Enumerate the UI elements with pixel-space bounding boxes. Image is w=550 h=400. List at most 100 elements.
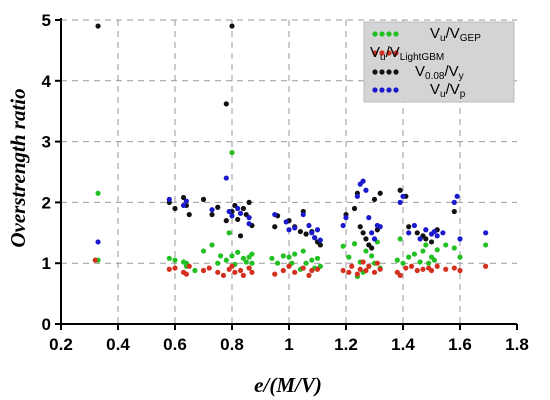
data-point	[280, 267, 286, 274]
data-point	[240, 255, 246, 261]
data-point	[423, 242, 429, 248]
legend-marker	[386, 31, 392, 37]
data-point	[246, 199, 252, 205]
data-point	[309, 257, 315, 263]
data-point	[237, 267, 244, 274]
data-point	[246, 265, 252, 271]
data-point	[303, 231, 309, 237]
legend-marker	[386, 50, 392, 56]
data-point	[218, 253, 224, 259]
data-point	[414, 230, 420, 236]
data-point	[95, 190, 101, 196]
data-point	[400, 260, 406, 266]
data-point	[377, 190, 383, 196]
x-tick-label: 0.8	[220, 335, 244, 354]
data-point	[283, 219, 289, 225]
data-point	[292, 251, 298, 257]
data-point	[369, 230, 375, 236]
data-point	[297, 228, 303, 235]
data-point	[272, 211, 278, 218]
data-point	[443, 242, 449, 248]
data-point	[300, 211, 306, 218]
legend-marker	[393, 31, 399, 37]
data-point	[434, 233, 440, 239]
data-point	[340, 222, 346, 229]
data-point	[428, 239, 435, 245]
data-point	[483, 263, 489, 269]
y-tick-labels: 0 1 2 3 4 5	[42, 11, 52, 334]
data-point	[300, 248, 306, 254]
data-point	[408, 263, 415, 269]
data-point	[172, 265, 178, 271]
data-point	[343, 215, 349, 221]
data-point	[377, 266, 383, 272]
data-point	[166, 255, 172, 261]
y-tick-label: 3	[42, 133, 51, 152]
data-point	[483, 242, 489, 248]
data-point	[369, 245, 375, 251]
legend-marker	[372, 50, 378, 56]
data-point	[443, 266, 449, 272]
data-point	[249, 269, 255, 275]
data-point	[406, 230, 412, 236]
x-axis-title: e/(M/V)	[254, 373, 322, 397]
data-point	[397, 272, 403, 278]
x-tick-label: 1.2	[334, 335, 358, 354]
data-point	[272, 271, 278, 277]
data-point	[166, 196, 172, 202]
data-point	[377, 224, 383, 230]
y-tick-label: 1	[42, 254, 51, 273]
data-point	[95, 239, 101, 245]
data-point	[411, 222, 417, 229]
data-point	[317, 237, 323, 243]
data-point	[243, 259, 249, 265]
data-point	[192, 267, 198, 274]
data-point	[272, 224, 278, 230]
data-point	[280, 253, 286, 259]
legend-entry: Vu/Vp	[430, 81, 466, 100]
data-point	[340, 267, 346, 274]
legend-marker	[393, 87, 399, 93]
data-point	[360, 259, 366, 265]
data-point	[394, 257, 400, 263]
data-point	[357, 224, 363, 230]
legend-marker	[379, 31, 385, 37]
data-point	[406, 224, 412, 230]
x-tick-label: 0.4	[106, 335, 130, 354]
data-point	[340, 243, 346, 249]
x-tick-label: 1	[284, 335, 293, 354]
data-point	[246, 215, 252, 221]
legend-marker	[379, 87, 385, 93]
data-point	[183, 198, 189, 204]
data-point	[366, 215, 372, 221]
data-point	[360, 178, 366, 184]
y-tick-label: 4	[42, 72, 52, 91]
y-tick-label: 0	[42, 315, 51, 334]
data-point	[95, 23, 101, 29]
data-point	[237, 210, 244, 216]
data-point	[351, 205, 358, 212]
data-point	[351, 241, 358, 247]
legend-entry: V0.08/Vy	[415, 63, 464, 82]
data-point	[397, 199, 403, 205]
data-point	[346, 269, 352, 275]
data-point	[428, 267, 435, 274]
data-point	[303, 260, 309, 266]
data-point	[275, 260, 281, 266]
data-point	[215, 269, 221, 275]
legend-marker	[386, 69, 392, 75]
x-tick-label: 1.4	[391, 335, 415, 354]
data-point	[457, 236, 463, 242]
data-point	[200, 196, 207, 202]
data-point	[371, 269, 378, 275]
data-point	[346, 254, 352, 260]
x-tick-label: 1.8	[505, 335, 529, 354]
data-point	[414, 267, 420, 274]
legend-marker	[379, 50, 385, 56]
data-point	[206, 265, 212, 271]
data-point	[403, 265, 409, 271]
data-point	[223, 218, 229, 224]
data-point	[300, 265, 306, 271]
data-point	[451, 208, 457, 215]
